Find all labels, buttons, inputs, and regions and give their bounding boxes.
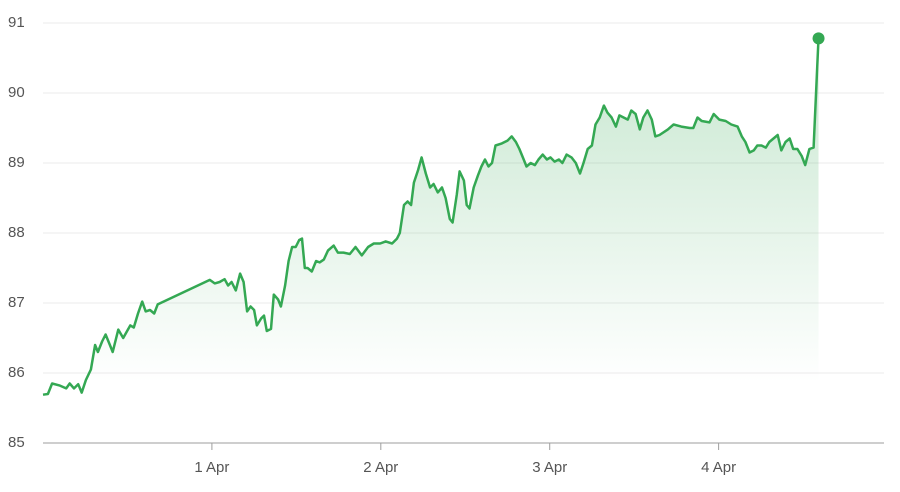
y-tick-label: 86 xyxy=(8,364,25,381)
y-tick-label: 87 xyxy=(8,294,25,311)
price-line xyxy=(42,38,820,396)
y-tick-label: 89 xyxy=(8,154,25,171)
x-tick-label: 2 Apr xyxy=(363,459,398,476)
area-fill xyxy=(43,38,819,444)
last-point xyxy=(812,32,825,45)
y-tick-label: 85 xyxy=(8,434,25,451)
x-tick-label: 3 Apr xyxy=(532,459,567,476)
x-tick-label: 1 Apr xyxy=(194,459,229,476)
y-tick-label: 90 xyxy=(8,84,25,101)
y-tick-label: 91 xyxy=(8,14,25,31)
y-tick-label: 88 xyxy=(8,224,25,241)
x-tick-label: 4 Apr xyxy=(701,459,736,476)
